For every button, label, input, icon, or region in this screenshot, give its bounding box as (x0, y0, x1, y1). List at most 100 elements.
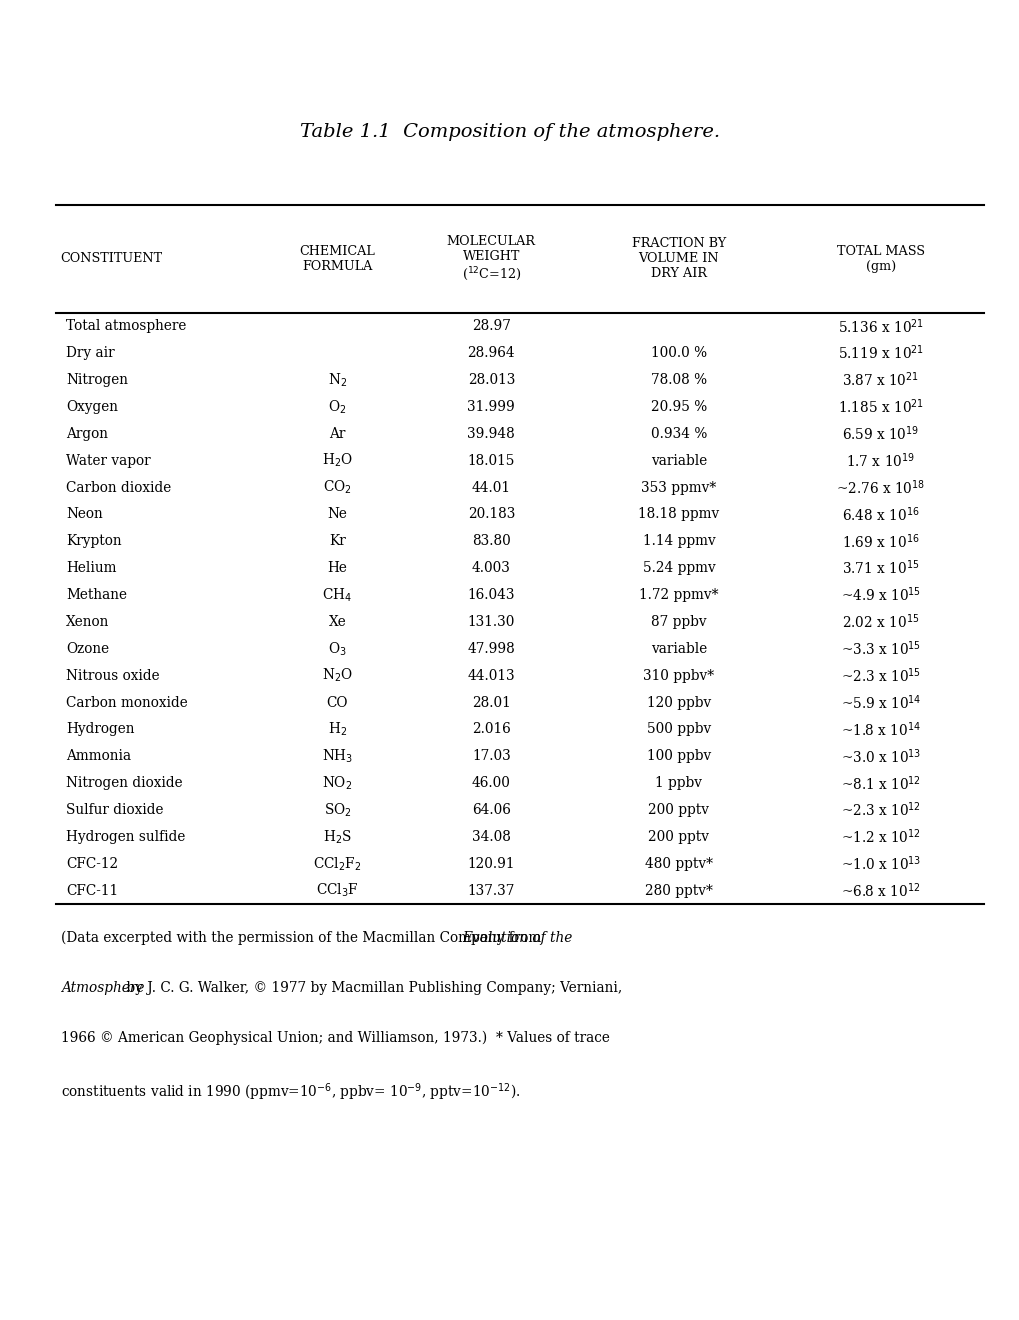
Text: CO$_2$: CO$_2$ (323, 479, 352, 496)
Text: 83.80: 83.80 (472, 535, 511, 548)
Text: 34.08: 34.08 (472, 830, 511, 843)
Text: Ar: Ar (329, 426, 345, 441)
Text: 6.48 x 10$^{16}$: 6.48 x 10$^{16}$ (842, 506, 919, 524)
Text: Table 1.1  Composition of the atmosphere.: Table 1.1 Composition of the atmosphere. (300, 123, 719, 141)
Text: Ammonia: Ammonia (66, 750, 131, 763)
Text: Oxygen: Oxygen (66, 400, 118, 414)
Text: ~6.8 x 10$^{12}$: ~6.8 x 10$^{12}$ (841, 882, 920, 900)
Text: 1966 © American Geophysical Union; and Williamson, 1973.)  * Values of trace: 1966 © American Geophysical Union; and W… (61, 1031, 609, 1045)
Text: Carbon monoxide: Carbon monoxide (66, 696, 187, 710)
Text: 480 pptv*: 480 pptv* (644, 857, 712, 871)
Text: He: He (327, 561, 347, 576)
Text: NO$_2$: NO$_2$ (322, 775, 353, 792)
Text: ~1.2 x 10$^{12}$: ~1.2 x 10$^{12}$ (841, 828, 920, 846)
Text: 31.999: 31.999 (467, 400, 515, 414)
Text: 1.69 x 10$^{16}$: 1.69 x 10$^{16}$ (842, 532, 919, 550)
Text: Krypton: Krypton (66, 535, 122, 548)
Text: variable: variable (650, 454, 706, 467)
Text: Hydrogen: Hydrogen (66, 722, 135, 737)
Text: 131.30: 131.30 (467, 615, 515, 628)
Text: Hydrogen sulfide: Hydrogen sulfide (66, 830, 185, 843)
Text: CCl$_2$F$_2$: CCl$_2$F$_2$ (313, 855, 362, 873)
Text: CHEMICAL
FORMULA: CHEMICAL FORMULA (300, 244, 375, 273)
Text: Nitrous oxide: Nitrous oxide (66, 669, 160, 682)
Text: Evolution of the: Evolution of the (462, 931, 572, 945)
Text: 28.013: 28.013 (467, 374, 515, 387)
Text: (Data excerpted with the permission of the Macmillan Company from: (Data excerpted with the permission of t… (61, 931, 545, 945)
Text: O$_3$: O$_3$ (328, 640, 346, 657)
Text: N$_2$: N$_2$ (327, 371, 346, 388)
Text: 18.18 ppmv: 18.18 ppmv (638, 507, 718, 521)
Text: 28.01: 28.01 (472, 696, 511, 710)
Text: 20.183: 20.183 (467, 507, 515, 521)
Text: Nitrogen dioxide: Nitrogen dioxide (66, 776, 182, 791)
Text: 4.003: 4.003 (472, 561, 511, 576)
Text: 28.964: 28.964 (467, 346, 515, 360)
Text: 3.71 x 10$^{15}$: 3.71 x 10$^{15}$ (842, 558, 919, 577)
Text: 18.015: 18.015 (467, 454, 515, 467)
Text: 28.97: 28.97 (472, 319, 511, 333)
Text: 200 pptv: 200 pptv (648, 830, 708, 843)
Text: 200 pptv: 200 pptv (648, 803, 708, 817)
Text: ~3.3 x 10$^{15}$: ~3.3 x 10$^{15}$ (840, 639, 920, 659)
Text: ~1.8 x 10$^{14}$: ~1.8 x 10$^{14}$ (840, 721, 920, 739)
Text: O$_2$: O$_2$ (328, 399, 346, 416)
Text: ~3.0 x 10$^{13}$: ~3.0 x 10$^{13}$ (840, 747, 920, 766)
Text: 1.7 x 10$^{19}$: 1.7 x 10$^{19}$ (846, 451, 914, 470)
Text: TOTAL MASS
(gm): TOTAL MASS (gm) (836, 244, 924, 273)
Text: ~4.9 x 10$^{15}$: ~4.9 x 10$^{15}$ (840, 586, 920, 605)
Text: 46.00: 46.00 (472, 776, 511, 791)
Text: 2.016: 2.016 (472, 722, 511, 737)
Text: 0.934 %: 0.934 % (650, 426, 706, 441)
Text: 1.14 ppmv: 1.14 ppmv (642, 535, 714, 548)
Text: 16.043: 16.043 (467, 589, 515, 602)
Text: Kr: Kr (329, 535, 345, 548)
Text: Atmosphere: Atmosphere (61, 981, 145, 995)
Text: CH$_4$: CH$_4$ (322, 586, 353, 603)
Text: constituents valid in 1990 (ppmv=10$^{-6}$, ppbv= 10$^{-9}$, pptv=10$^{-12}$).: constituents valid in 1990 (ppmv=10$^{-6… (61, 1081, 520, 1102)
Text: 353 ppmv*: 353 ppmv* (641, 480, 715, 495)
Text: 120.91: 120.91 (467, 857, 515, 871)
Text: 20.95 %: 20.95 % (650, 400, 706, 414)
Text: SO$_2$: SO$_2$ (323, 801, 351, 818)
Text: Xenon: Xenon (66, 615, 110, 628)
Text: CO: CO (326, 696, 347, 710)
Text: 17.03: 17.03 (472, 750, 511, 763)
Text: MOLECULAR
WEIGHT
($^{12}$C=12): MOLECULAR WEIGHT ($^{12}$C=12) (446, 235, 535, 282)
Text: 44.013: 44.013 (467, 669, 515, 682)
Text: 87 ppbv: 87 ppbv (650, 615, 706, 628)
Text: 100 ppbv: 100 ppbv (646, 750, 710, 763)
Text: 100.0 %: 100.0 % (650, 346, 706, 360)
Text: 3.87 x 10$^{21}$: 3.87 x 10$^{21}$ (842, 371, 918, 389)
Text: 2.02 x 10$^{15}$: 2.02 x 10$^{15}$ (842, 612, 919, 631)
Text: variable: variable (650, 642, 706, 656)
Text: H$_2$: H$_2$ (327, 721, 346, 738)
Text: 310 ppbv*: 310 ppbv* (643, 669, 713, 682)
Text: ~5.9 x 10$^{14}$: ~5.9 x 10$^{14}$ (840, 693, 920, 711)
Text: 47.998: 47.998 (467, 642, 515, 656)
Text: H$_2$S: H$_2$S (323, 829, 352, 846)
Text: CFC-11: CFC-11 (66, 884, 118, 898)
Text: Ne: Ne (327, 507, 347, 521)
Text: Water vapor: Water vapor (66, 454, 151, 467)
Text: ~2.3 x 10$^{12}$: ~2.3 x 10$^{12}$ (840, 801, 920, 820)
Text: Helium: Helium (66, 561, 117, 576)
Text: 1.72 ppmv*: 1.72 ppmv* (639, 589, 718, 602)
Text: Neon: Neon (66, 507, 103, 521)
Text: FRACTION BY
VOLUME IN
DRY AIR: FRACTION BY VOLUME IN DRY AIR (631, 238, 726, 280)
Text: 78.08 %: 78.08 % (650, 374, 706, 387)
Text: NH$_3$: NH$_3$ (321, 747, 353, 766)
Text: 120 ppbv: 120 ppbv (646, 696, 710, 710)
Text: N$_2$O: N$_2$O (322, 667, 353, 685)
Text: 280 pptv*: 280 pptv* (644, 884, 712, 898)
Text: Nitrogen: Nitrogen (66, 374, 128, 387)
Text: Carbon dioxide: Carbon dioxide (66, 480, 171, 495)
Text: by J. C. G. Walker, © 1977 by Macmillan Publishing Company; Verniani,: by J. C. G. Walker, © 1977 by Macmillan … (122, 981, 622, 995)
Text: ~2.3 x 10$^{15}$: ~2.3 x 10$^{15}$ (840, 667, 920, 685)
Text: Dry air: Dry air (66, 346, 115, 360)
Text: CONSTITUENT: CONSTITUENT (60, 252, 162, 265)
Text: 44.01: 44.01 (472, 480, 511, 495)
Text: 39.948: 39.948 (467, 426, 515, 441)
Text: 64.06: 64.06 (472, 803, 511, 817)
Text: 5.24 ppmv: 5.24 ppmv (642, 561, 714, 576)
